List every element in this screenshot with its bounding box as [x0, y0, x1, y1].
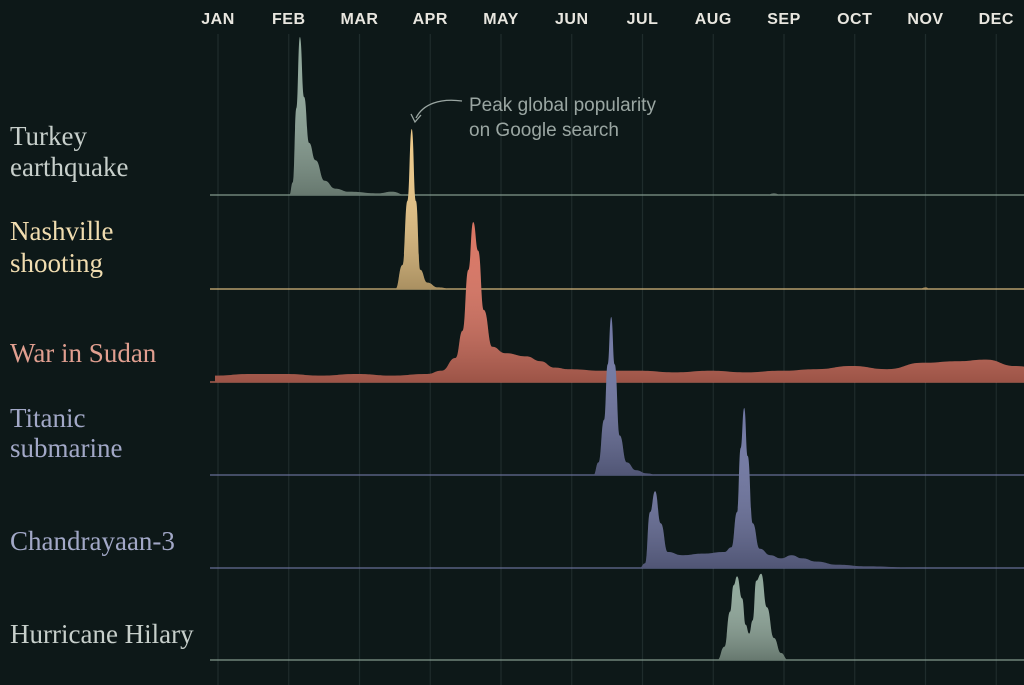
annotation: Peak global popularity on Google search — [410, 95, 656, 141]
month-label-mar: MAR — [341, 11, 379, 28]
label-hurricane-hilary-line1: Hurricane Hilary — [10, 619, 194, 649]
area-shade-chandrayaan-3 — [639, 408, 923, 568]
area-shade-war-in-sudan — [215, 222, 1024, 382]
annotation-arrow — [415, 99, 463, 119]
area-shade-titanic-submarine — [593, 317, 658, 475]
month-label-oct: OCT — [837, 11, 872, 28]
area-chandrayaan-3 — [639, 408, 923, 568]
month-label-apr: APR — [413, 11, 448, 28]
label-nashville-shooting-line2: shooting — [10, 248, 103, 278]
month-label-aug: AUG — [695, 11, 732, 28]
month-label-nov: NOV — [907, 11, 943, 28]
series-nashville-shooting — [210, 129, 1024, 290]
series-turkey-earthquake — [210, 37, 1024, 196]
series-war-in-sudan — [210, 222, 1024, 383]
series-group — [210, 37, 1024, 661]
label-war-in-sudan-line1: War in Sudan — [10, 338, 157, 368]
month-label-feb: FEB — [272, 11, 306, 28]
label-nashville-shooting-line1: Nashville — [10, 216, 113, 246]
area-shade-turkey-earthquake — [289, 37, 781, 195]
series-hurricane-hilary — [210, 573, 1024, 661]
area-shade-hurricane-hilary — [717, 573, 789, 660]
series-chandrayaan-3 — [210, 408, 1024, 569]
annotation-arrowhead-icon — [410, 113, 422, 124]
label-turkey-earthquake-line2: earthquake — [10, 152, 128, 182]
annotation-line1: Peak global popularity — [469, 95, 656, 116]
month-label-sep: SEP — [767, 11, 801, 28]
area-turkey-earthquake — [289, 37, 781, 195]
series-titanic-submarine — [210, 317, 1024, 476]
label-chandrayaan-3-line1: Chandrayaan-3 — [10, 526, 175, 556]
area-war-in-sudan — [215, 222, 1024, 382]
month-label-jan: JAN — [201, 11, 235, 28]
month-label-jul: JUL — [627, 11, 659, 28]
label-titanic-submarine-line2: submarine — [10, 433, 122, 463]
label-turkey-earthquake-line1: Turkey — [10, 121, 88, 151]
month-label-may: MAY — [483, 11, 519, 28]
annotation-line2: on Google search — [469, 120, 619, 141]
month-label-dec: DEC — [979, 11, 1014, 28]
month-label-jun: JUN — [555, 11, 589, 28]
month-axis: JAN FEB MAR APR MAY JUN JUL AUG SEP OCT NOV DEC — [201, 11, 1014, 28]
label-titanic-submarine-line1: Titanic — [10, 403, 86, 433]
